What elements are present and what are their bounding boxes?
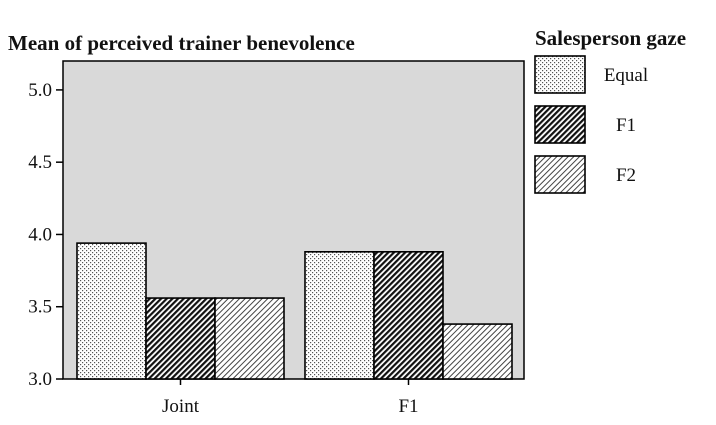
legend-swatch-f2	[534, 155, 586, 194]
legend-title: Salesperson gaze	[535, 26, 686, 50]
bar-f1-joint	[145, 297, 216, 380]
x-axis: Joint F1	[162, 379, 419, 417]
bars	[76, 242, 513, 380]
legend-label: F1	[616, 115, 636, 136]
y-tick-label: 3.0	[28, 369, 52, 390]
x-category-label: F1	[398, 396, 418, 417]
x-category-label: Joint	[162, 396, 200, 417]
bar-f1-f1	[373, 251, 444, 380]
y-tick-label: 4.5	[28, 152, 52, 173]
y-tick-label: 4.0	[28, 224, 52, 245]
y-axis: 3.0 3.5 4.0 4.5 5.0	[28, 80, 63, 390]
legend-swatch-f1	[534, 105, 586, 144]
chart-title: Mean of perceived trainer benevolence	[8, 31, 355, 55]
legend-label: F2	[616, 165, 636, 186]
legend-swatch-equal	[534, 55, 586, 94]
bar-f2-f1	[442, 323, 513, 380]
y-tick-label: 5.0	[28, 80, 52, 101]
bar-f2-joint	[214, 297, 285, 380]
bar-equal-joint	[76, 242, 147, 380]
legend-label: Equal	[604, 65, 648, 86]
y-tick-label: 3.5	[28, 297, 52, 318]
legend: Salesperson gaze Equal F1 F2	[534, 26, 686, 194]
bar-equal-f1	[304, 251, 375, 380]
